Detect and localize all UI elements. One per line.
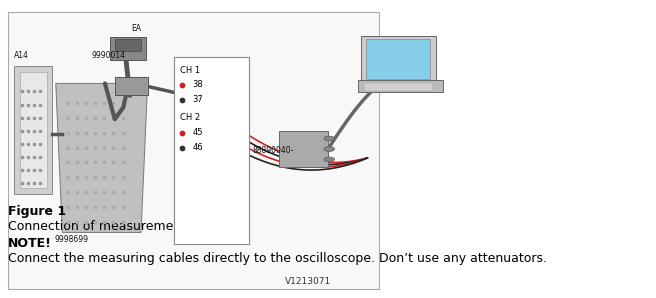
Text: EA: EA (131, 24, 141, 33)
Circle shape (324, 136, 335, 141)
Circle shape (324, 157, 335, 162)
Bar (14, 66, 52, 194)
Bar (279, 131, 328, 167)
Bar (115, 77, 148, 95)
Text: Connection of measurement tools: Connection of measurement tools (8, 220, 220, 233)
Bar (20, 72, 47, 188)
Bar (8, 12, 379, 289)
Bar (174, 57, 249, 244)
Bar (110, 37, 146, 60)
Text: CH 2: CH 2 (180, 113, 201, 122)
Text: 88890040-: 88890040- (253, 146, 294, 155)
Text: CH 1: CH 1 (180, 66, 201, 74)
Bar (358, 80, 443, 92)
Text: 45: 45 (192, 128, 203, 137)
Text: 38: 38 (192, 80, 203, 89)
Bar (366, 39, 430, 79)
Text: A14: A14 (14, 51, 30, 60)
Text: 9998699: 9998699 (54, 235, 89, 244)
Bar (361, 36, 436, 83)
Text: Figure 1: Figure 1 (8, 205, 66, 218)
Text: 46: 46 (192, 143, 203, 152)
Text: V1213071: V1213071 (285, 277, 331, 286)
Text: Connect the measuring cables directly to the oscilloscope. Don’t use any attenua: Connect the measuring cables directly to… (8, 252, 547, 265)
Circle shape (324, 147, 335, 151)
Text: 9990014: 9990014 (92, 51, 126, 60)
Text: 37: 37 (192, 95, 203, 104)
Text: NOTE!: NOTE! (8, 237, 52, 250)
Polygon shape (56, 83, 148, 232)
Bar (115, 39, 141, 51)
Bar (364, 83, 433, 91)
